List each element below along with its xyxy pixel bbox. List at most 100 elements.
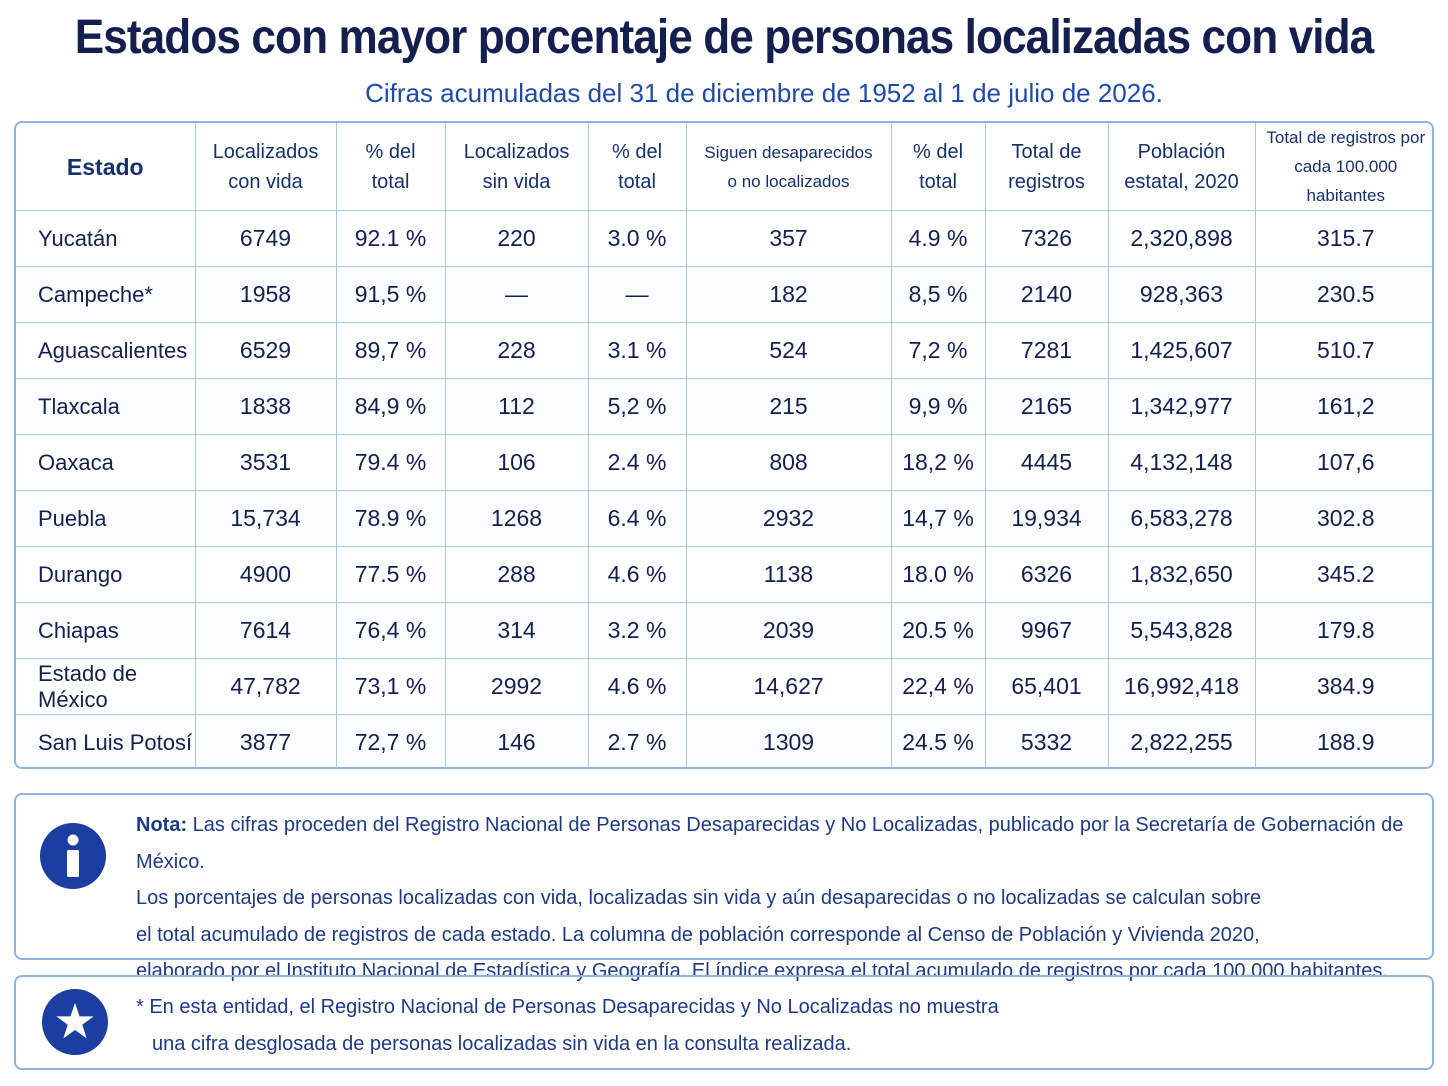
footnote-text: * En esta entidad, el Registro Nacional … <box>136 989 1416 1063</box>
data-table: Estado Localizados con vida % del total Local… <box>14 121 1434 769</box>
column-header-line: registros <box>1008 170 1085 193</box>
table-cell: 2.7 % <box>587 714 687 767</box>
table-cell: 510.7 <box>1254 322 1432 379</box>
table-cell: 6.4 % <box>587 490 687 547</box>
table-cell: 65,401 <box>984 658 1109 715</box>
table-cell: 1,342,977 <box>1107 378 1256 435</box>
table-cell: 1268 <box>444 490 589 547</box>
table-cell: 4.6 % <box>587 658 687 715</box>
table-cell: 808 <box>685 434 892 491</box>
column-header: Siguen desaparecidos o no localizados <box>685 123 892 211</box>
table-cell: 1,425,607 <box>1107 322 1256 379</box>
column-header-line: % del <box>365 140 416 163</box>
table-cell: 18.0 % <box>890 546 986 603</box>
table-cell: 2992 <box>444 658 589 715</box>
table-cell: 228 <box>444 322 589 379</box>
table-cell: 92.1 % <box>335 210 446 267</box>
state-name-cell: Puebla <box>16 490 196 547</box>
note-line: Los porcentajes de personas localizadas … <box>136 887 1262 909</box>
column-header-line: estatal, 2020 <box>1124 170 1239 193</box>
table-cell: 16,992,418 <box>1107 658 1256 715</box>
table-cell: 345.2 <box>1254 546 1432 603</box>
note-line: Las cifras proceden del Registro Naciona… <box>136 814 1404 873</box>
column-header-line: total <box>919 170 957 193</box>
page-subtitle: Cifras acumuladas del 31 de diciembre de… <box>365 78 1163 108</box>
table-cell: 2140 <box>984 266 1109 323</box>
state-name-cell: Tlaxcala <box>16 378 196 435</box>
table-cell: 47,782 <box>194 658 337 715</box>
table-cell: 7614 <box>194 602 337 659</box>
table-cell: 73,1 % <box>335 658 446 715</box>
column-header-line: Siguen desaparecidos <box>704 142 873 162</box>
state-name-cell: San Luis Potosí <box>16 714 196 767</box>
table-cell: 384.9 <box>1254 658 1432 715</box>
table-cell: 3.2 % <box>587 602 687 659</box>
table-cell: 5,2 % <box>587 378 687 435</box>
table-row: Campeche* 1958 91,5 % — —182 8,5 % 2140 928,363… <box>16 266 1432 323</box>
table-row: Yucatán 6749 92.1 % 220 3.0 % 357 4.9 % 7326 2,3… <box>16 210 1432 267</box>
table-cell: 3.1 % <box>587 322 687 379</box>
table-cell: 106 <box>444 434 589 491</box>
table-cell: 1,832,650 <box>1107 546 1256 603</box>
table-cell: 4445 <box>984 434 1109 491</box>
table-cell: 4,132,148 <box>1107 434 1256 491</box>
table-cell: 215 <box>685 378 892 435</box>
table-cell: — <box>444 266 589 323</box>
table-cell: 2,822,255 <box>1107 714 1256 767</box>
column-header: Total de registros por cada 100.000 habit… <box>1254 123 1432 211</box>
footnote-box: * En esta entidad, el Registro Nacional … <box>14 975 1434 1070</box>
table-cell: 6326 <box>984 546 1109 603</box>
footnote-line: una cifra desglosada de personas localiz… <box>152 1033 852 1055</box>
table-cell: 7326 <box>984 210 1109 267</box>
table-cell: 89,7 % <box>335 322 446 379</box>
table-cell: 15,734 <box>194 490 337 547</box>
table-cell: 6,583,278 <box>1107 490 1256 547</box>
table-cell: 6529 <box>194 322 337 379</box>
note-box: Nota: Las cifras proceden del Registro N… <box>14 793 1434 982</box>
table-cell: 357 <box>685 210 892 267</box>
table-cell: 14,7 % <box>890 490 986 547</box>
column-header: Localizados sin vida <box>444 123 589 211</box>
table-cell: 20.5 % <box>890 602 986 659</box>
table-header-row: Estado Localizados con vida % del total Local… <box>16 123 1432 211</box>
table-cell: 18,2 % <box>890 434 986 491</box>
state-name-cell: Oaxaca <box>16 434 196 491</box>
table-cell: 2039 <box>685 602 892 659</box>
table-row: Puebla 15,734 78.9 % 1268 6.4 % 2932 14,7 % 19,… <box>16 490 1432 547</box>
table-cell: 79.4 % <box>335 434 446 491</box>
column-header-line: % del <box>912 140 964 163</box>
table-cell: 8,5 % <box>890 266 986 323</box>
table-row: Durango 4900 77.5 % 288 4.6 % 1138 18.0 % 6326 1… <box>16 546 1432 603</box>
table-cell: 179.8 <box>1254 602 1432 659</box>
column-header-line: Población <box>1137 140 1226 163</box>
table-row: Aguascalientes 6529 89,7 % 228 3.1 % 524 7,2 %… <box>16 322 1432 379</box>
column-header-line: Localizados <box>463 140 570 163</box>
column-header-line: Estado <box>66 153 144 180</box>
table-cell: 76,4 % <box>335 602 446 659</box>
table-row: Chiapas 7614 76,4 % 314 3.2 % 2039 20.5 % 9967 5… <box>16 602 1432 659</box>
table-cell: 72,7 % <box>335 714 446 767</box>
table-cell: 22,4 % <box>890 658 986 715</box>
state-name-cell: Durango <box>16 546 196 603</box>
table-cell: 1309 <box>685 714 892 767</box>
table-cell: 9967 <box>984 602 1109 659</box>
table-cell: 315.7 <box>1254 210 1432 267</box>
table-cell: 2932 <box>685 490 892 547</box>
table-cell: 4.6 % <box>587 546 687 603</box>
table-cell: 2165 <box>984 378 1109 435</box>
table-cell: 4.9 % <box>890 210 986 267</box>
column-header: % del total <box>890 123 986 211</box>
table-cell: 302.8 <box>1254 490 1432 547</box>
table-cell: 112 <box>444 378 589 435</box>
table-cell: 84,9 % <box>335 378 446 435</box>
table-cell: 77.5 % <box>335 546 446 603</box>
column-header-line: cada 100.000 habitantes <box>1294 157 1398 205</box>
table-cell: 7,2 % <box>890 322 986 379</box>
table-cell: 24.5 % <box>890 714 986 767</box>
table-cell: 2,320,898 <box>1107 210 1256 267</box>
table-cell: 5,543,828 <box>1107 602 1256 659</box>
table-body: Yucatán 6749 92.1 % 220 3.0 % 357 4.9 % 7326 2,3… <box>16 210 1432 767</box>
table-cell: 91,5 % <box>335 266 446 323</box>
table-cell: 928,363 <box>1107 266 1256 323</box>
column-header-line: total <box>618 170 656 193</box>
